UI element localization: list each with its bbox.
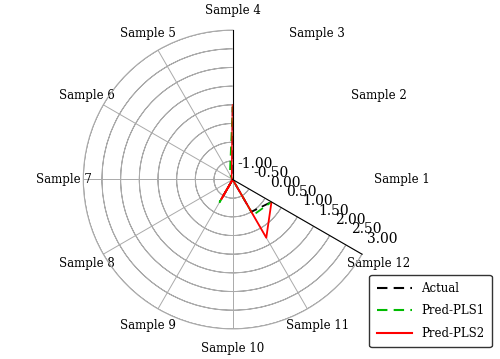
- Legend: Actual, Pred-PLS1, Pred-PLS2: Actual, Pred-PLS1, Pred-PLS2: [370, 275, 492, 347]
